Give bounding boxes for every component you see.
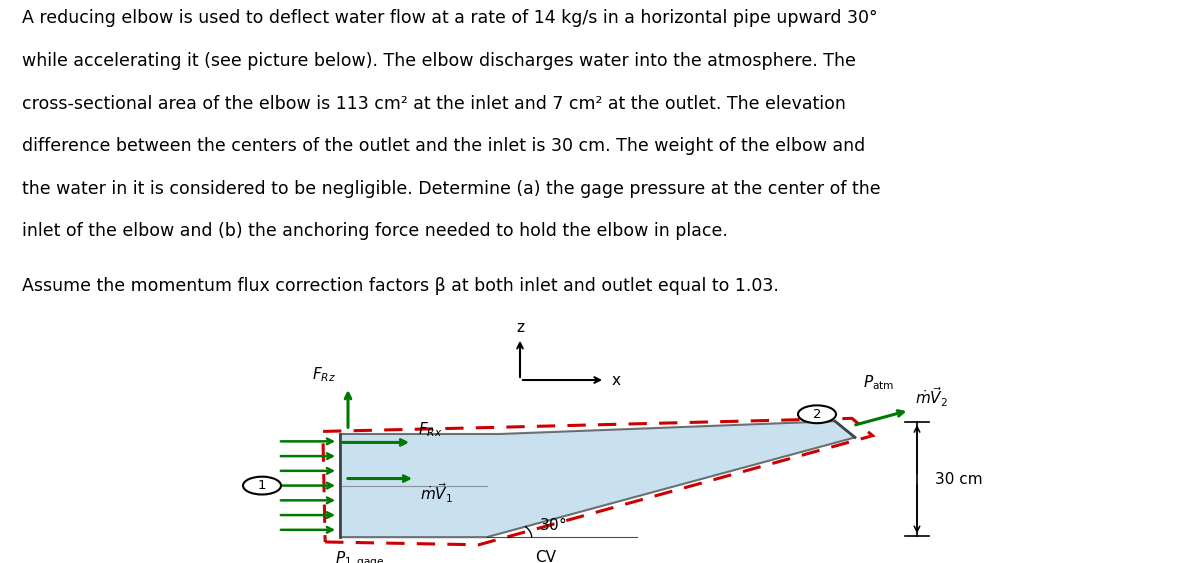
Text: $P_{\mathregular{atm}}$: $P_{\mathregular{atm}}$ [863,373,894,392]
Text: 1: 1 [258,479,266,492]
Text: inlet of the elbow and (b) the anchoring force needed to hold the elbow in place: inlet of the elbow and (b) the anchoring… [22,222,727,240]
Text: z: z [516,320,524,334]
Text: the water in it is considered to be negligible. Determine (a) the gage pressure : the water in it is considered to be negl… [22,180,881,198]
Text: $30°$: $30°$ [539,516,566,534]
Text: $P_{1,\mathregular{gage}}$: $P_{1,\mathregular{gage}}$ [335,549,384,563]
Text: $F_{Rx}$: $F_{Rx}$ [418,420,443,439]
Circle shape [798,405,836,423]
Text: $\dot{m}\vec{V}_1$: $\dot{m}\vec{V}_1$ [420,481,454,505]
Text: cross-sectional area of the elbow is 113 cm² at the inlet and 7 cm² at the outle: cross-sectional area of the elbow is 113… [22,95,846,113]
Text: CV: CV [535,551,556,563]
Text: while accelerating it (see picture below). The elbow discharges water into the a: while accelerating it (see picture below… [22,52,856,70]
Circle shape [242,477,281,494]
Text: $F_{Rz}$: $F_{Rz}$ [312,365,336,384]
Text: 30 cm: 30 cm [935,472,983,486]
Text: $\dot{m}\vec{V}_2$: $\dot{m}\vec{V}_2$ [916,386,948,409]
Text: Assume the momentum flux correction factors β at both inlet and outlet equal to : Assume the momentum flux correction fact… [22,278,779,296]
Text: 2: 2 [812,408,821,421]
Polygon shape [340,421,854,537]
Text: A reducing elbow is used to deflect water flow at a rate of 14 kg/s in a horizon: A reducing elbow is used to deflect wate… [22,10,877,28]
Text: difference between the centers of the outlet and the inlet is 30 cm. The weight : difference between the centers of the ou… [22,137,865,155]
Text: x: x [612,373,622,387]
